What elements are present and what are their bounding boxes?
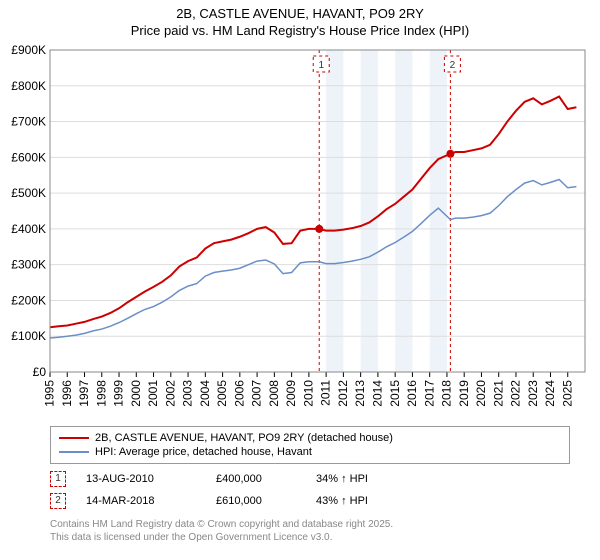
svg-text:2001: 2001 — [146, 379, 160, 406]
svg-text:£700K: £700K — [11, 114, 46, 128]
svg-text:2006: 2006 — [232, 379, 246, 406]
svg-text:2010: 2010 — [301, 379, 315, 406]
footer: Contains HM Land Registry data © Crown c… — [50, 518, 570, 544]
svg-text:£900K: £900K — [11, 43, 46, 57]
svg-text:2013: 2013 — [353, 379, 367, 406]
legend-box: 2B, CASTLE AVENUE, HAVANT, PO9 2RY (deta… — [50, 426, 570, 464]
legend-row-2: HPI: Average price, detached house, Hava… — [59, 445, 561, 459]
svg-text:2008: 2008 — [267, 379, 281, 406]
svg-text:2018: 2018 — [440, 379, 454, 406]
svg-text:£300K: £300K — [11, 257, 46, 271]
sale-price-2: £610,000 — [216, 495, 296, 507]
svg-text:£400K: £400K — [11, 222, 46, 236]
svg-text:2015: 2015 — [388, 379, 402, 406]
svg-text:£800K: £800K — [11, 79, 46, 93]
svg-text:£100K: £100K — [11, 329, 46, 343]
sale-date-1: 13-AUG-2010 — [86, 473, 196, 485]
svg-text:£600K: £600K — [11, 150, 46, 164]
chart-svg: £0 £100K £200K £300K £400K £500K £600K £700K £80… — [0, 42, 600, 422]
legend-label-2: HPI: Average price, detached house, Hava… — [95, 446, 312, 458]
sale-hpi-1: 34% ↑ HPI — [316, 473, 396, 485]
svg-text:1: 1 — [318, 60, 324, 71]
svg-text:2022: 2022 — [509, 379, 523, 406]
svg-text:£200K: £200K — [11, 293, 46, 307]
svg-text:2023: 2023 — [526, 379, 540, 406]
footer-line-1: Contains HM Land Registry data © Crown c… — [50, 518, 570, 531]
title-line-2: Price paid vs. HM Land Registry's House … — [0, 23, 600, 40]
svg-text:2020: 2020 — [474, 379, 488, 406]
svg-text:2019: 2019 — [457, 379, 471, 406]
svg-text:2002: 2002 — [163, 379, 177, 406]
svg-text:1996: 1996 — [60, 379, 74, 406]
legend-swatch-1 — [59, 437, 89, 439]
chart-title-block: 2B, CASTLE AVENUE, HAVANT, PO9 2RY Price… — [0, 0, 600, 42]
svg-text:£500K: £500K — [11, 186, 46, 200]
svg-text:1997: 1997 — [77, 379, 91, 406]
svg-text:1999: 1999 — [112, 379, 126, 406]
svg-text:2003: 2003 — [181, 379, 195, 406]
svg-text:2021: 2021 — [491, 379, 505, 406]
svg-text:1998: 1998 — [94, 379, 108, 406]
svg-text:£0: £0 — [33, 365, 47, 379]
legend-label-1: 2B, CASTLE AVENUE, HAVANT, PO9 2RY (deta… — [95, 432, 393, 444]
svg-text:2000: 2000 — [129, 379, 143, 406]
legend-swatch-2 — [59, 451, 89, 453]
sale-row-2: 2 14-MAR-2018 £610,000 43% ↑ HPI — [50, 490, 570, 512]
svg-text:2012: 2012 — [336, 379, 350, 406]
svg-text:2009: 2009 — [284, 379, 298, 406]
sales-rows: 1 13-AUG-2010 £400,000 34% ↑ HPI 2 14-MA… — [50, 468, 570, 512]
sale-marker-2: 2 — [50, 493, 66, 509]
sale-hpi-2: 43% ↑ HPI — [316, 495, 396, 507]
svg-text:2011: 2011 — [319, 379, 333, 405]
chart-container: £0 £100K £200K £300K £400K £500K £600K £700K £80… — [0, 42, 600, 422]
svg-text:2005: 2005 — [215, 379, 229, 406]
legend-row-1: 2B, CASTLE AVENUE, HAVANT, PO9 2RY (deta… — [59, 431, 561, 445]
svg-text:2024: 2024 — [543, 379, 557, 406]
svg-text:2: 2 — [450, 60, 456, 71]
sale-marker-1: 1 — [50, 471, 66, 487]
svg-text:2025: 2025 — [560, 379, 574, 406]
svg-text:2017: 2017 — [422, 379, 436, 406]
svg-text:2004: 2004 — [198, 379, 212, 406]
title-line-1: 2B, CASTLE AVENUE, HAVANT, PO9 2RY — [0, 6, 600, 23]
svg-text:1995: 1995 — [43, 379, 57, 406]
svg-text:2014: 2014 — [371, 379, 385, 406]
footer-line-2: This data is licensed under the Open Gov… — [50, 531, 570, 544]
svg-text:2007: 2007 — [250, 379, 264, 406]
sale-row-1: 1 13-AUG-2010 £400,000 34% ↑ HPI — [50, 468, 570, 490]
svg-text:2016: 2016 — [405, 379, 419, 406]
sale-price-1: £400,000 — [216, 473, 296, 485]
sale-date-2: 14-MAR-2018 — [86, 495, 196, 507]
